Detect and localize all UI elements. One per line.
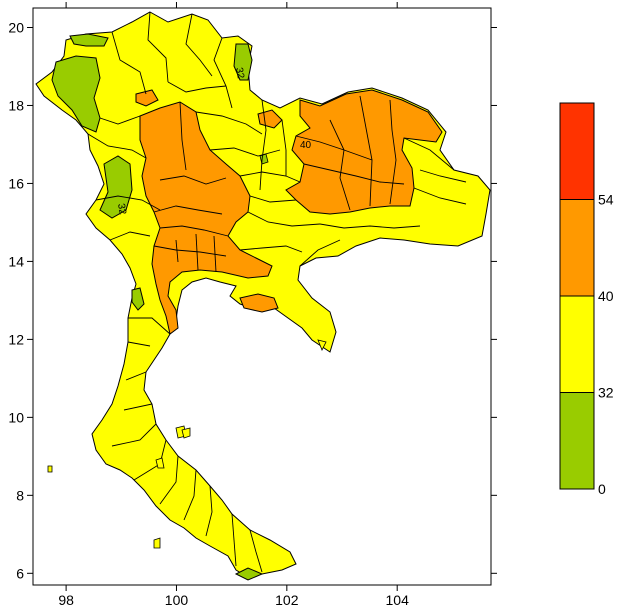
legend-label: 32 (598, 385, 614, 401)
legend-swatch (559, 295, 595, 393)
y-tick-label: 8 (16, 487, 24, 503)
contour-label-west: 32 (115, 203, 128, 216)
legend-swatch (559, 392, 595, 490)
x-tick-label: 98 (58, 592, 74, 608)
green-zone-small-west (131, 287, 145, 311)
y-tick-label: 10 (8, 409, 24, 425)
x-axis-ticks: 98 100 102 104 (58, 2, 409, 608)
orange-zone-east-coast (239, 293, 279, 313)
x-tick-label: 100 (165, 592, 189, 608)
y-tick-label: 18 (8, 97, 24, 113)
contour-label-northeast: 40 (300, 140, 312, 151)
legend-label: 54 (598, 192, 614, 208)
y-tick-label: 14 (8, 253, 24, 269)
orange-zone-north-blob (135, 89, 159, 107)
y-axis-ticks: 20 18 16 14 12 10 8 6 (8, 19, 497, 581)
green-zone-south-tip (234, 567, 264, 581)
y-tick-label: 12 (8, 331, 24, 347)
y-tick-label: 20 (8, 19, 24, 35)
x-tick-label: 102 (275, 592, 299, 608)
legend-swatch (559, 199, 595, 297)
y-tick-label: 6 (16, 565, 24, 581)
green-zone-north-tip (69, 33, 109, 47)
legend-label: 40 (598, 288, 614, 304)
x-tick-label: 104 (386, 592, 410, 608)
green-zone-northeast (233, 43, 253, 81)
y-tick-label: 16 (8, 175, 24, 191)
contour-label-north: 32 (233, 67, 246, 80)
green-zone-northwest (51, 55, 101, 133)
legend: 0 32 40 54 (559, 102, 614, 497)
legend-swatch (559, 102, 595, 200)
legend-label: 0 (598, 481, 606, 497)
islands (47, 339, 327, 549)
province-boundaries (87, 11, 467, 573)
orange-zone-northeast (285, 89, 443, 215)
